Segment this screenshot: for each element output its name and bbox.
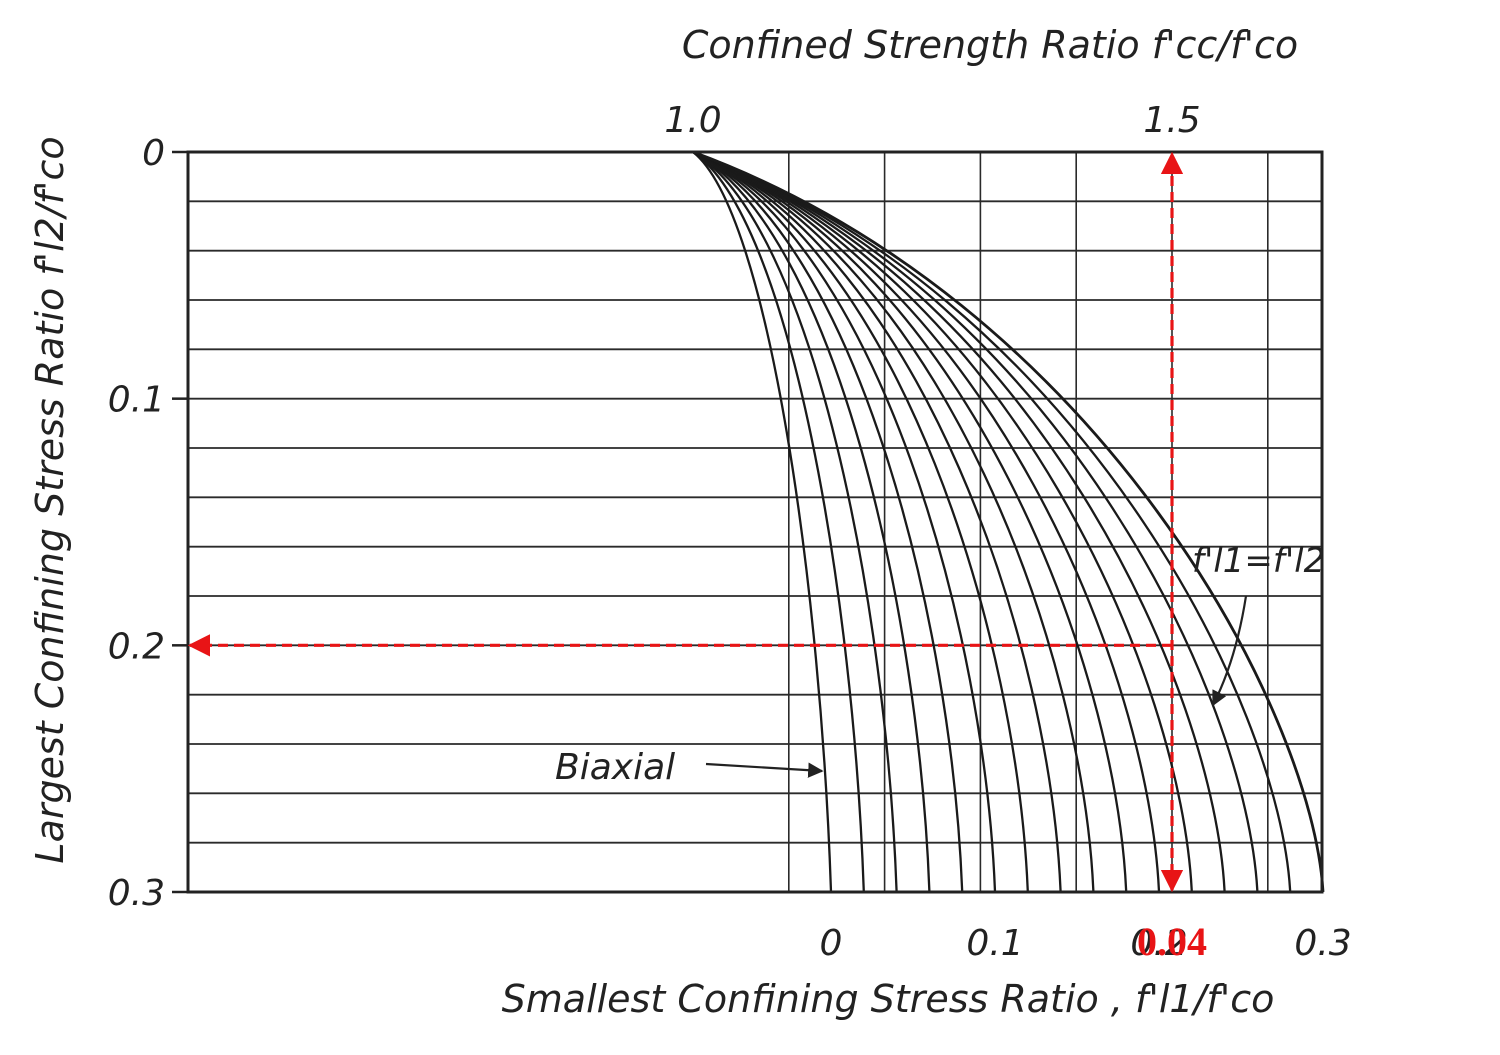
bottom-tick-label: 0.2 xyxy=(1130,923,1187,964)
bottom-tick-label: 0 xyxy=(820,923,843,964)
curve-fl1-0.10 xyxy=(692,150,997,893)
curve-fl1-0.14 xyxy=(692,150,1062,893)
equal-leader xyxy=(1212,595,1248,707)
curve-fl1-0.08 xyxy=(692,150,964,893)
curve-fl1-0.26 xyxy=(692,150,1259,893)
curve-family xyxy=(692,150,1325,893)
equal-annotation: f'l1=f'l2 xyxy=(1192,541,1325,707)
curve-fl1-0.02 xyxy=(692,151,865,893)
curve-fl1-0.24 xyxy=(692,150,1226,893)
plot-frame xyxy=(186,150,1324,894)
equal-label: f'l1=f'l2 xyxy=(1192,541,1325,581)
curve-fl1-0.28 xyxy=(692,150,1292,893)
gridlines xyxy=(188,152,1322,892)
highlight-guides: 0.04 xyxy=(187,151,1207,964)
left-axis-title: Largest Confining Stress Ratio f'l2/f'co xyxy=(28,136,72,863)
bottom-tick-label: 0.3 xyxy=(1294,923,1351,964)
curve-fl1-0.18 xyxy=(692,150,1128,893)
biaxial-label: Biaxial xyxy=(555,747,675,788)
top-tick-label: 1.0 xyxy=(664,100,721,141)
curve-fl1-0.06 xyxy=(692,150,931,893)
curve-fl1-0.20 xyxy=(692,150,1161,893)
curve-fl1-0.16 xyxy=(692,150,1095,893)
bottom-axis-title: Smallest Confining Stress Ratio , f'l1/f… xyxy=(502,977,1275,1021)
left-tick-label: 0 xyxy=(142,133,165,174)
biaxial-leader xyxy=(705,762,824,778)
left-tick-label: 0.3 xyxy=(108,873,165,914)
curve-fl1-0.04 xyxy=(692,151,898,893)
curve-fl1-0.12 xyxy=(692,150,1029,893)
curve-fl1-0.30 xyxy=(692,150,1325,893)
top-axis-title: Confined Strength Ratio f'cc/f'co xyxy=(682,23,1298,67)
bottom-tick-label: 0.1 xyxy=(966,923,1023,964)
biaxial-annotation: Biaxial xyxy=(555,747,824,788)
curve-fl1-0.00 xyxy=(692,151,833,893)
top-tick-label: 1.5 xyxy=(1143,100,1200,141)
left-tick-label: 0.1 xyxy=(108,380,165,421)
highlight-value-label: 0.04 xyxy=(1137,919,1207,964)
left-tick-label: 0.2 xyxy=(108,626,165,667)
tick-labels: 1.01.52.000.10.20.300.10.20.3 xyxy=(108,100,1352,964)
curve-fl1-0.22 xyxy=(692,150,1193,893)
